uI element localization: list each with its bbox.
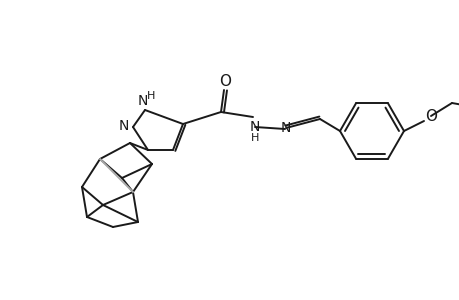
Text: N: N [118, 119, 129, 133]
Text: N: N [280, 121, 291, 135]
Text: H: H [250, 133, 258, 143]
Text: O: O [424, 109, 436, 124]
Text: N: N [138, 94, 148, 108]
Text: O: O [218, 74, 230, 88]
Text: H: H [146, 91, 155, 101]
Text: N: N [249, 120, 260, 134]
